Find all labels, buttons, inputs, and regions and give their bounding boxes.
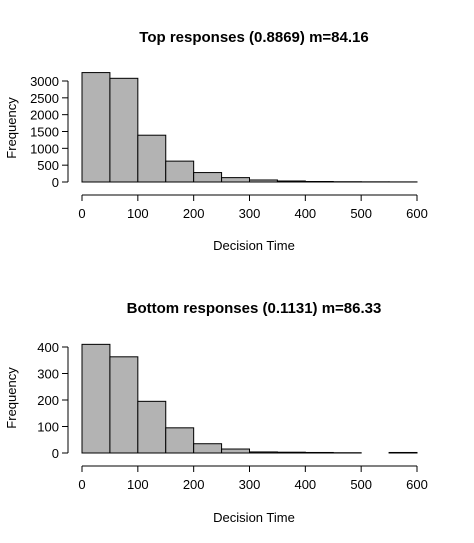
top-x-tick-label-1: 100 [127, 206, 149, 221]
bottom-histogram-bar-1 [109, 356, 139, 454]
top-histogram-bar-1 [109, 77, 139, 183]
top-bars [81, 72, 418, 183]
top-y-tick-label-0: 0 [52, 175, 59, 190]
bottom-histogram-bar-7 [276, 451, 306, 454]
bottom-x-tick-label-5: 500 [350, 477, 372, 492]
bottom-x-tick-label-1: 100 [127, 477, 149, 492]
bottom-histogram-bar-6 [249, 451, 278, 454]
top-x-axis: 0 100 200 300 400 500 600 [78, 194, 428, 221]
top-histogram-bar-8 [304, 180, 334, 183]
top-y-tick-label-5: 2500 [30, 91, 59, 106]
bottom-y-tick-label-1: 100 [37, 420, 59, 435]
top-y-tick-label-6: 3000 [30, 74, 59, 89]
bottom-histogram-bar-4 [193, 443, 223, 454]
top-x-axis-label: Decision Time [213, 238, 295, 253]
bottom-x-axis-label: Decision Time [213, 510, 295, 525]
bottom-x-tick-label-3: 300 [239, 477, 261, 492]
bottom-y-axis-label: Frequency [4, 367, 19, 429]
bottom-histogram-bar-8 [304, 451, 334, 454]
bottom-histogram-bar-11 [388, 451, 418, 454]
top-y-tick-label-1: 500 [37, 158, 59, 173]
bottom-histogram-bar-5 [221, 448, 250, 454]
top-x-tick-label-3: 300 [239, 206, 261, 221]
top-x-tick-label-6: 600 [406, 206, 428, 221]
top-histogram-bar-3 [165, 160, 195, 183]
bottom-histogram-bar-3 [165, 427, 195, 454]
bottom-x-axis: 0 100 200 300 400 500 600 [78, 465, 428, 492]
top-x-tick-label-4: 400 [294, 206, 316, 221]
top-y-axis-label: Frequency [4, 97, 19, 159]
top-x-tick-label-0: 0 [78, 206, 85, 221]
bottom-y-tick-label-4: 400 [37, 340, 59, 355]
bottom-x-tick-label-2: 200 [183, 477, 205, 492]
bottom-y-tick-label-2: 200 [37, 393, 59, 408]
top-chart-title: Top responses (0.8869) m=84.16 [139, 29, 368, 46]
top-histogram-bar-5 [221, 177, 250, 183]
top-y-tick-label-2: 1000 [30, 141, 59, 156]
top-x-tick-label-5: 500 [350, 206, 372, 221]
top-y-tick-label-3: 1500 [30, 125, 59, 140]
top-x-tick-label-2: 200 [183, 206, 205, 221]
bottom-x-tick-label-6: 600 [406, 477, 428, 492]
top-histogram: Top responses (0.8869) m=84.16 Frequency… [4, 29, 428, 253]
bottom-histogram-bar-2 [137, 400, 167, 454]
top-histogram-bar-4 [193, 172, 223, 183]
bottom-histogram: Bottom responses (0.1131) m=86.33 Freque… [4, 300, 428, 525]
top-histogram-bar-7 [276, 180, 306, 183]
bottom-chart-title: Bottom responses (0.1131) m=86.33 [127, 300, 382, 317]
bottom-bars [81, 343, 418, 454]
bottom-x-tick-label-4: 400 [294, 477, 316, 492]
top-y-tick-label-4: 2000 [30, 108, 59, 123]
top-histogram-bar-2 [137, 134, 167, 183]
bottom-histogram-bar-0 [81, 343, 111, 454]
bottom-y-tick-label-3: 300 [37, 367, 59, 382]
top-histogram-bar-6 [249, 179, 278, 183]
top-histogram-bar-0 [81, 72, 111, 183]
bottom-y-tick-label-0: 0 [52, 446, 59, 461]
bottom-y-axis: 0 100 200 300 400 [37, 340, 69, 461]
bottom-x-tick-label-0: 0 [78, 477, 85, 492]
